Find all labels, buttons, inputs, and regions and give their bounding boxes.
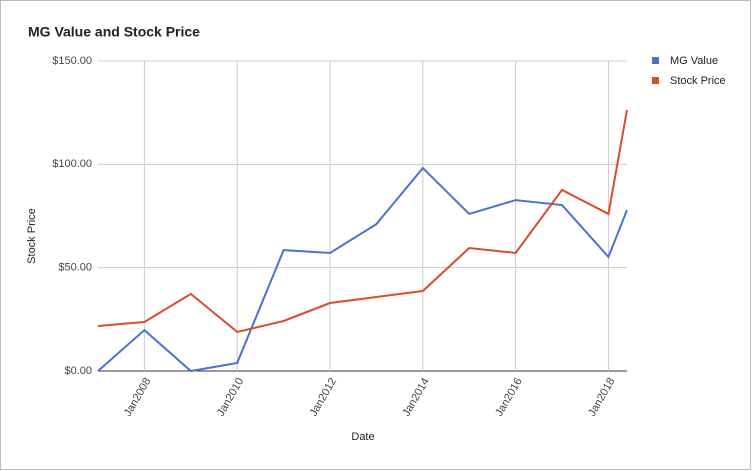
legend-swatch [652, 57, 659, 64]
legend-label: Stock Price [670, 75, 726, 87]
y-tick-label: $50.00 [58, 262, 92, 274]
legend-label: MG Value [670, 55, 718, 67]
line-series [97, 109, 628, 334]
y-tick-label: $150.00 [52, 55, 92, 67]
x-axis-title: Date [351, 431, 374, 443]
y-axis-title: Stock Price [26, 208, 38, 264]
line-series [97, 166, 628, 373]
chart-title: MG Value and Stock Price [28, 24, 200, 40]
y-tick-label: $0.00 [64, 365, 92, 377]
legend-swatch [652, 77, 659, 84]
y-tick-label: $100.00 [52, 158, 92, 170]
